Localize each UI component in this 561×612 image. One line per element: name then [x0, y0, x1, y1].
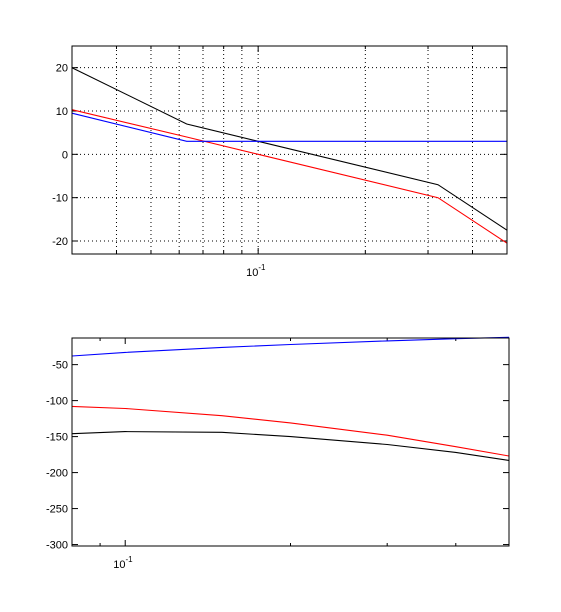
y-tick-label: -300	[46, 540, 68, 552]
x-tick-label-exponent: -1	[258, 263, 266, 272]
y-tick-label: -150	[46, 432, 68, 444]
x-tick-label-base: 10	[113, 559, 125, 571]
axes-frame	[71, 45, 508, 255]
plot-area	[71, 45, 508, 255]
y-tick-label: -250	[46, 504, 68, 516]
axes-frame	[71, 337, 510, 547]
x-tick-label-exponent: -1	[125, 555, 133, 564]
y-tick-label: -100	[46, 396, 68, 408]
y-tick-label: 0	[62, 149, 68, 161]
y-tick-label: -50	[52, 360, 68, 372]
series-line	[71, 336, 510, 357]
y-tick-label: 10	[56, 106, 68, 118]
y-tick-label: 20	[56, 63, 68, 75]
y-tick-label: -200	[46, 468, 68, 480]
y-tick-label: -20	[52, 236, 68, 248]
series-line	[71, 109, 508, 244]
x-tick-label: 10-1	[246, 263, 266, 279]
series-line	[71, 431, 510, 461]
x-tick-label-base: 10	[246, 267, 258, 279]
series-line	[71, 405, 510, 457]
y-tick-label: -10	[52, 193, 68, 205]
plot-area	[71, 337, 510, 547]
series-line	[71, 112, 507, 142]
phase-axes: 10-1 -50 -100 -150 -200 -250 -300	[46, 336, 510, 571]
x-tick-label: 10-1	[113, 555, 133, 571]
